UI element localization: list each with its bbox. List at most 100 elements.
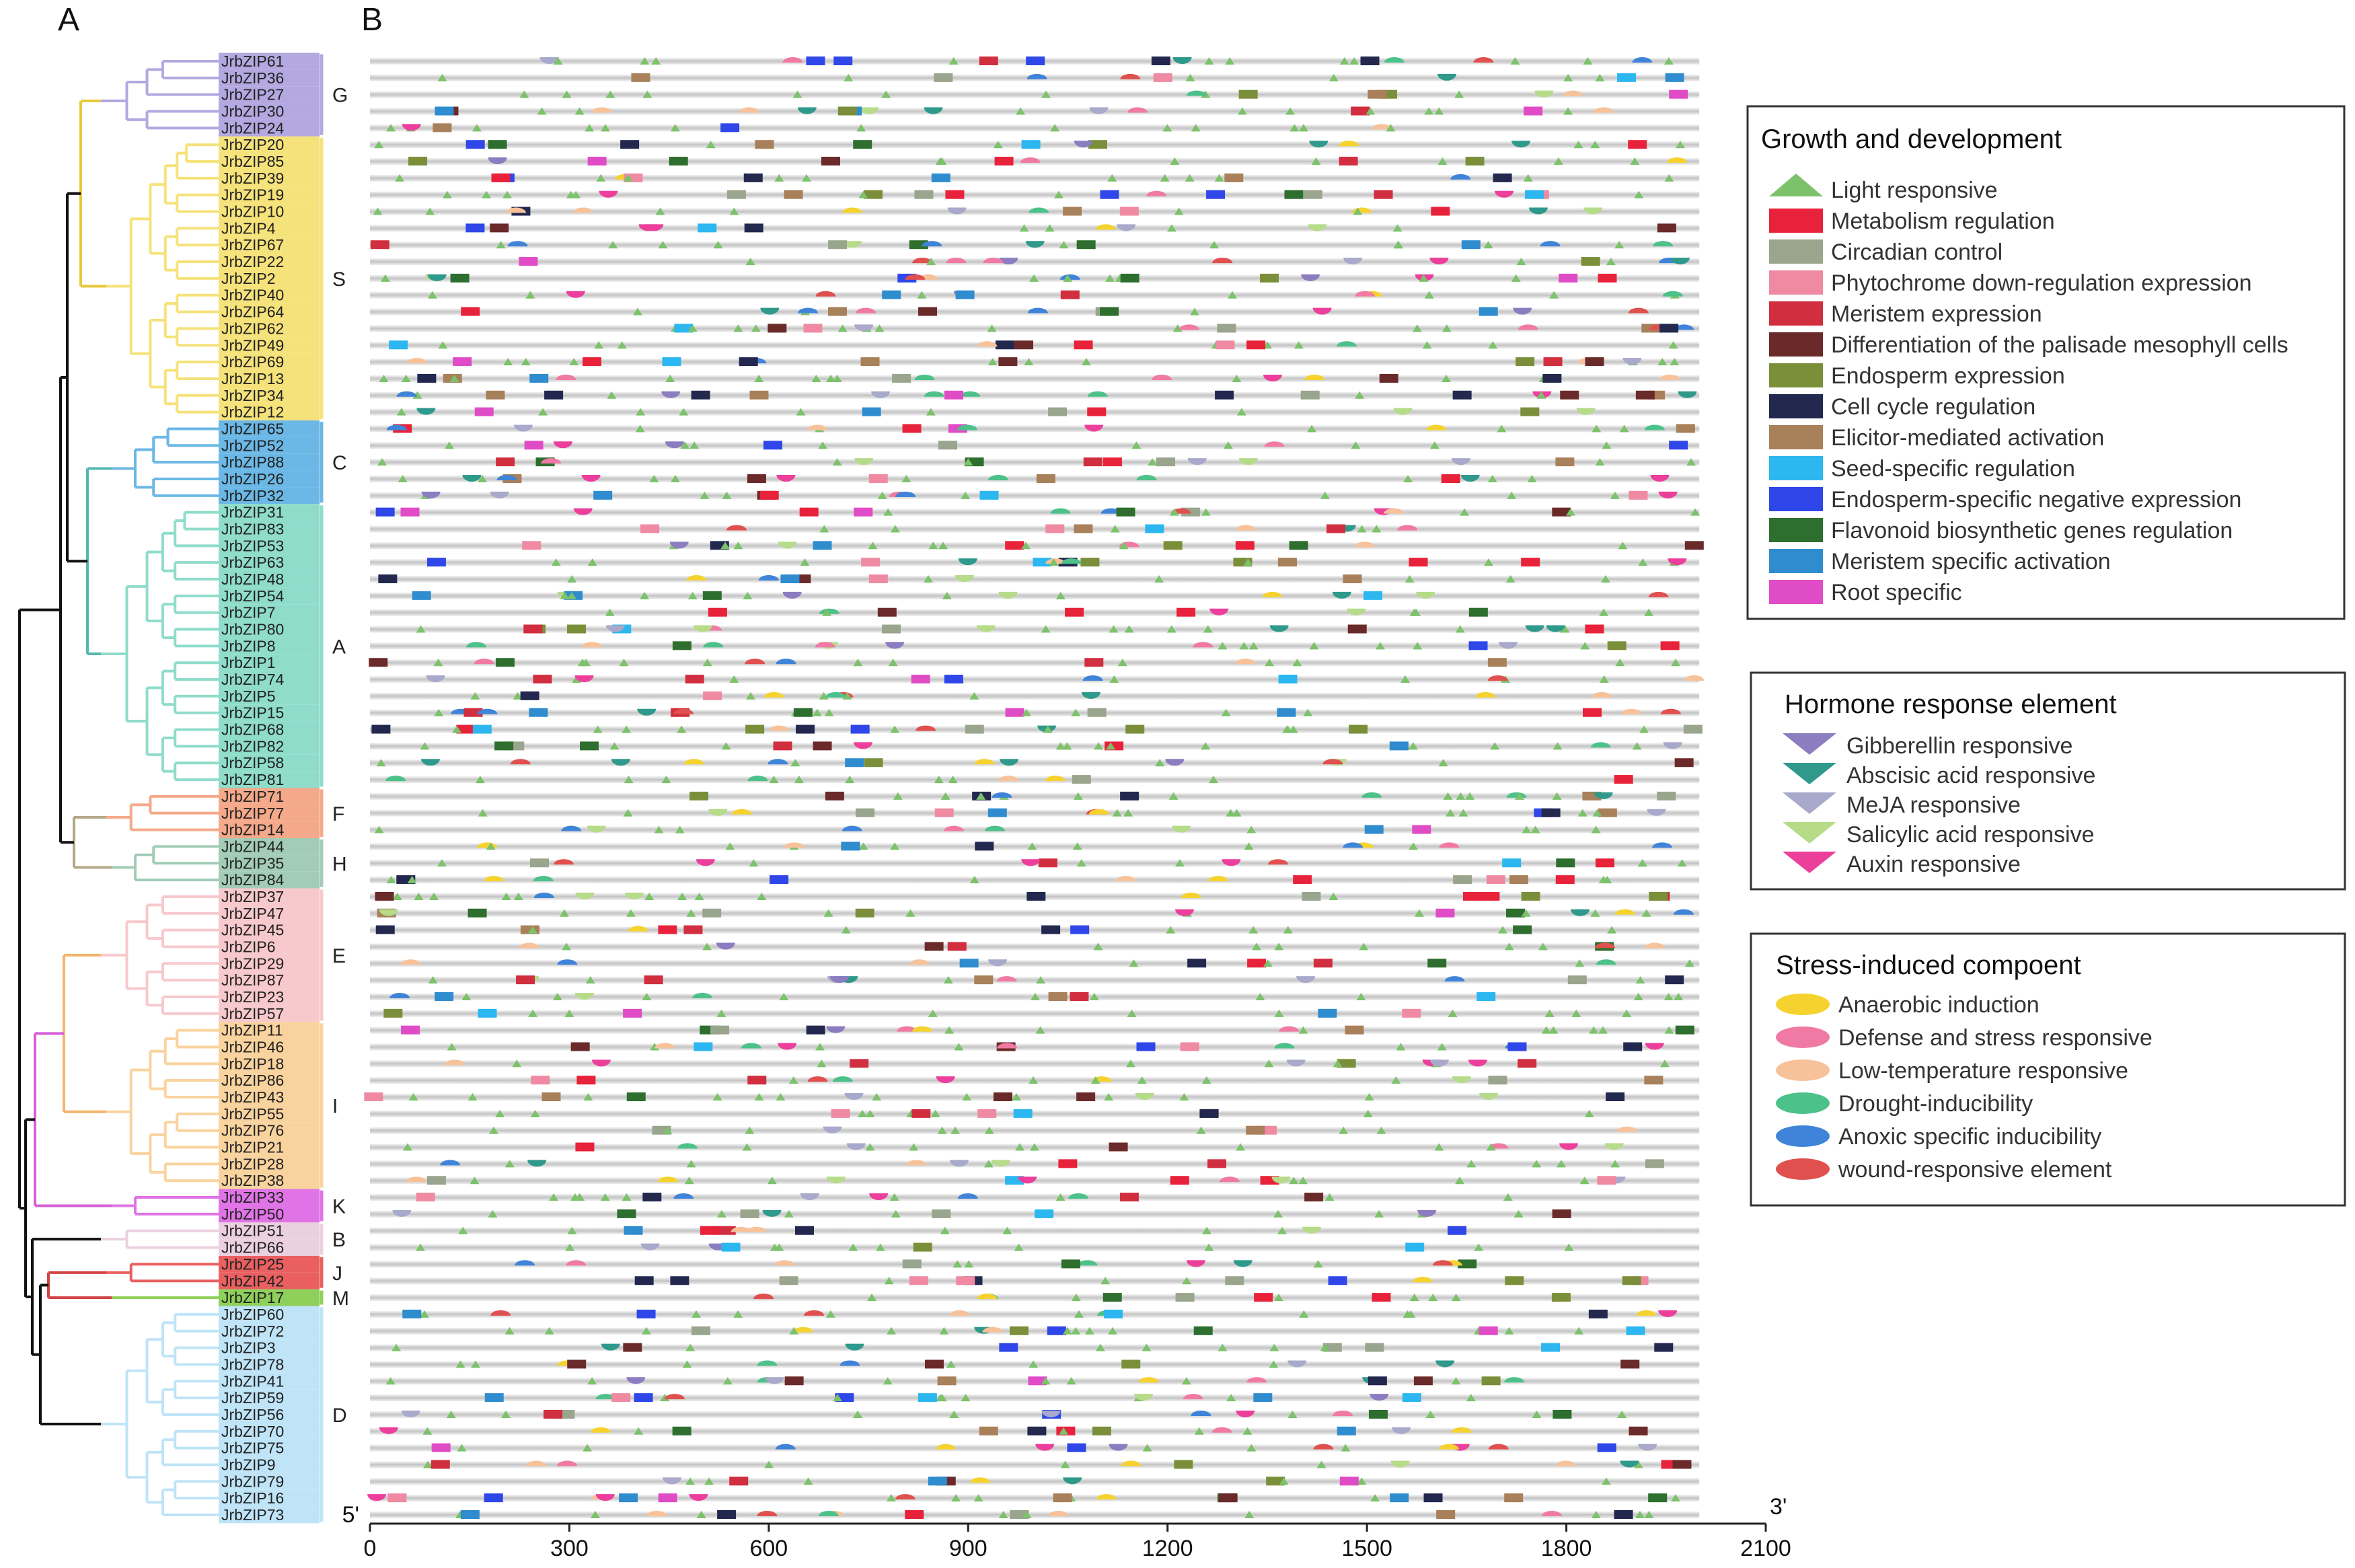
gene-label-box <box>219 320 320 337</box>
gene-label: JrbZIP30 <box>221 103 284 120</box>
legend-stress-symbol <box>1776 1026 1830 1048</box>
cis-element-mark <box>624 1226 643 1235</box>
gene-label: JrbZIP60 <box>221 1306 284 1323</box>
cis-element-mark <box>1074 340 1093 350</box>
cis-element-mark <box>901 474 911 482</box>
cis-element-mark <box>813 741 832 751</box>
cis-element-mark <box>396 408 406 416</box>
cis-element-mark <box>934 73 953 82</box>
cis-element-mark <box>854 507 873 517</box>
cis-element-mark <box>551 558 561 566</box>
gene-label: JrbZIP28 <box>221 1155 284 1172</box>
cis-element-mark <box>1665 73 1684 82</box>
cis-element-mark <box>539 57 559 64</box>
cis-element-mark <box>431 1443 451 1452</box>
cis-element-mark <box>470 1177 480 1185</box>
cis-element-mark <box>1027 1426 1047 1435</box>
cis-element-mark <box>515 1260 535 1266</box>
cis-element-mark <box>818 441 828 449</box>
cis-element-mark <box>712 1093 722 1101</box>
cis-element-mark <box>819 525 829 533</box>
legend-growth-label: Elicitor-mediated activation <box>1831 425 2104 451</box>
cis-element-mark <box>1353 207 1363 215</box>
cis-element-mark <box>722 1377 733 1385</box>
cis-element-mark <box>557 959 578 965</box>
gene-label: JrbZIP27 <box>221 86 284 104</box>
cis-element-mark <box>779 1276 798 1285</box>
promoter-bar <box>370 659 1700 667</box>
cis-element-mark <box>556 374 576 380</box>
cis-element-mark <box>1594 792 1613 799</box>
legend-stress-box <box>1750 932 2346 1207</box>
cis-element-mark <box>947 942 967 951</box>
cis-element-mark <box>1053 1493 1072 1503</box>
cis-element-mark <box>1448 1009 1458 1017</box>
cis-element-mark <box>1050 508 1071 514</box>
cis-element-mark <box>776 474 796 482</box>
cis-element-mark <box>426 1176 446 1185</box>
gene-label: JrbZIP46 <box>221 1039 284 1056</box>
cis-element-mark <box>1236 1410 1255 1417</box>
cis-element-mark <box>1408 742 1418 750</box>
cis-element-mark <box>1676 424 1695 433</box>
cis-element-mark <box>461 992 472 1000</box>
cis-element-mark <box>486 842 496 850</box>
gene-label-box <box>219 437 320 454</box>
cis-element-mark <box>1590 909 1600 917</box>
cis-element-mark <box>1426 424 1447 431</box>
cis-element-mark <box>1186 90 1207 96</box>
gene-label: JrbZIP86 <box>221 1072 284 1089</box>
legend-growth-label: Differentiation of the palisade mesophyl… <box>1831 332 2288 358</box>
cis-element-mark <box>600 1193 610 1201</box>
cis-element-mark <box>1036 474 1055 483</box>
cis-element-mark <box>1465 157 1485 166</box>
cis-element-mark <box>1650 474 1670 482</box>
cis-element-mark <box>574 675 594 683</box>
cis-element-mark <box>946 258 967 264</box>
cis-element-mark <box>1186 1260 1205 1267</box>
cis-element-mark <box>1455 625 1465 633</box>
cis-element-mark <box>677 1143 698 1149</box>
cis-element-mark <box>452 725 462 733</box>
gene-label: JrbZIP29 <box>221 955 284 972</box>
cis-element-mark <box>1070 925 1090 934</box>
x-axis-tick-label: 0 <box>364 1536 377 1561</box>
cis-element-mark <box>1050 124 1060 132</box>
cis-element-mark <box>1665 975 1684 985</box>
cis-element-mark <box>850 724 870 734</box>
gene-label-box <box>219 303 320 321</box>
cis-element-mark <box>960 391 981 397</box>
cis-element-mark <box>608 241 618 249</box>
gene-label: JrbZIP21 <box>221 1139 284 1156</box>
cis-element-mark <box>581 659 591 667</box>
cis-element-mark <box>1610 491 1620 499</box>
cis-element-mark <box>1175 1293 1195 1302</box>
cis-element-mark <box>1363 591 1383 600</box>
cis-element-mark <box>1413 642 1423 650</box>
cis-element-mark <box>1048 992 1068 1001</box>
gene-label-box <box>219 119 320 137</box>
cis-element-mark <box>465 140 485 149</box>
cis-element-mark <box>1450 174 1471 180</box>
cis-element-mark <box>833 57 853 65</box>
cis-element-mark <box>665 374 675 382</box>
cis-element-mark <box>640 1243 660 1250</box>
cis-element-mark <box>520 691 539 700</box>
cis-element-mark <box>1136 1042 1156 1051</box>
cis-element-mark <box>940 1226 950 1234</box>
cis-element-mark <box>1095 224 1116 230</box>
cis-element-mark <box>1116 507 1135 517</box>
cis-element-mark <box>844 73 854 81</box>
cis-element-mark <box>924 1359 944 1369</box>
cis-element-mark <box>470 692 480 700</box>
cis-element-mark <box>1172 57 1192 64</box>
cis-element-mark <box>800 558 810 566</box>
cis-element-mark <box>1635 1511 1645 1518</box>
cis-element-mark <box>954 1043 964 1051</box>
cis-element-mark <box>468 908 487 918</box>
cis-element-mark <box>682 1360 692 1368</box>
cis-element-mark <box>611 1393 631 1403</box>
gene-label-box <box>219 922 320 939</box>
cis-element-mark <box>605 90 615 98</box>
